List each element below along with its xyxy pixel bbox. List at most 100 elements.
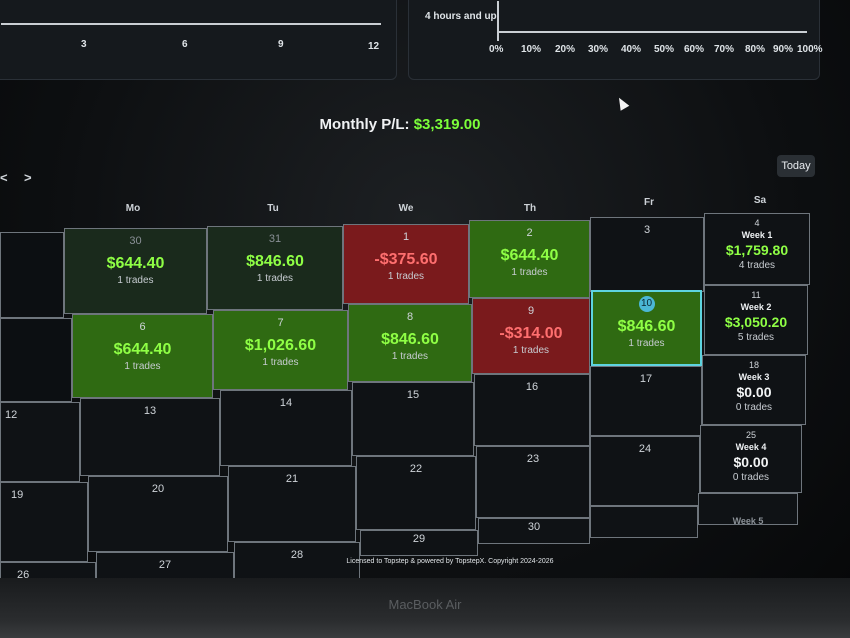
day-number: 7 [277, 317, 284, 329]
week-summary: 25 Week 4 $0.00 0 trades [700, 425, 802, 493]
day-pnl: $1,026.60 [244, 337, 317, 354]
calendar-day[interactable]: 19 [0, 482, 88, 562]
day-number: 25 [745, 430, 756, 440]
day-number: 17 [639, 373, 653, 385]
calendar-day-today[interactable]: 10 $846.60 1 trades [591, 290, 702, 366]
next-month-icon[interactable]: > [24, 170, 32, 185]
x-tick-label: 100% [797, 44, 823, 55]
row-label: 4 hours and up [425, 11, 497, 22]
dow-th: Th [523, 203, 537, 214]
calendar-day[interactable]: 3 [590, 217, 704, 292]
day-number: 14 [279, 397, 293, 409]
x-tick-label: 12 [368, 41, 380, 52]
x-tick-label: 90% [773, 44, 794, 55]
day-number: 1 [402, 231, 410, 243]
day-number: 27 [158, 559, 172, 571]
x-tick-label: 6 [182, 39, 188, 50]
duration-chart-panel: 4 hours and up 0% 10% 20% 30% 40% 50% 60… [408, 0, 823, 80]
week-summary: Week 5 [698, 493, 798, 526]
calendar-day[interactable]: 24 [590, 436, 700, 506]
calendar-day[interactable] [590, 506, 698, 538]
week-pnl: $0.00 [736, 384, 772, 400]
chart-axis-line [1, 23, 381, 25]
day-number: 2 [526, 227, 533, 239]
calendar-day[interactable]: 28 [234, 542, 360, 582]
calendar-day[interactable]: 9 -$314.00 1 trades [472, 298, 590, 374]
calendar-day[interactable]: 1 -$375.60 1 trades [343, 224, 469, 304]
today-button[interactable]: Today [777, 155, 815, 177]
calendar-day[interactable]: 14 [220, 390, 352, 466]
calendar-day[interactable]: 8 $846.60 1 trades [348, 304, 472, 382]
monthly-pl-label: Monthly P/L: [319, 116, 410, 133]
calendar-day[interactable]: 31 $846.60 1 trades [207, 226, 343, 310]
day-number: 15 [406, 389, 420, 401]
week-summary: 4 Week 1 $1,759.80 4 trades [704, 213, 810, 285]
day-number: 8 [406, 311, 414, 323]
chart-x-axis [497, 31, 807, 33]
calendar-day[interactable]: 17 [590, 366, 702, 436]
day-number: 3 [643, 224, 651, 236]
day-pnl: $644.40 [106, 255, 165, 272]
license-footer: Licensed to Topstep & powered by Topstep… [346, 558, 554, 565]
day-number: 22 [409, 463, 423, 475]
x-tick-label: 10% [521, 44, 542, 55]
day-trades: 1 trades [262, 357, 299, 368]
prev-month-icon[interactable]: < [0, 170, 8, 185]
calendar-day[interactable]: 23 [476, 446, 590, 518]
day-trades: 1 trades [256, 273, 294, 284]
calendar-day[interactable] [0, 318, 72, 402]
mouse-cursor-icon [614, 95, 630, 111]
calendar-day[interactable]: 2 $644.40 1 trades [469, 220, 590, 298]
calendar-day[interactable]: 12 [0, 402, 80, 482]
x-tick-label: 70% [714, 44, 735, 55]
calendar-day[interactable]: 20 [88, 476, 228, 552]
week-summary: 18 Week 3 $0.00 0 trades [702, 355, 806, 425]
week-trades: 0 trades [735, 402, 773, 413]
calendar-day[interactable]: 30 $644.40 1 trades [64, 228, 207, 314]
day-pnl: $846.60 [617, 318, 676, 335]
day-number: 23 [526, 453, 540, 465]
day-number: 16 [525, 381, 539, 393]
x-tick-label: 40% [621, 44, 642, 55]
day-number: 13 [143, 405, 157, 417]
week-trades: 0 trades [732, 472, 770, 483]
day-number: 11 [751, 290, 761, 300]
x-tick-label: 9 [278, 39, 284, 50]
day-trades: 1 trades [391, 351, 429, 362]
day-number: 29 [412, 533, 426, 545]
day-pnl: $846.60 [381, 331, 439, 348]
week-summary: 11 Week 2 $3,050.20 5 trades [704, 285, 808, 355]
calendar-day[interactable]: 22 [356, 456, 476, 530]
day-pnl: -$314.00 [499, 325, 563, 342]
day-trades: 1 trades [124, 361, 161, 372]
device-label: MacBook Air [388, 597, 462, 612]
calendar-day[interactable]: 21 [228, 466, 356, 542]
calendar-day[interactable]: 30 [478, 518, 590, 544]
week-pnl: $1,759.80 [725, 242, 789, 258]
calendar-day[interactable]: 6 $644.40 1 trades [72, 314, 213, 398]
week-label: Week 2 [740, 302, 772, 312]
week-trades: 4 trades [738, 260, 776, 271]
day-trades: 1 trades [117, 275, 154, 286]
calendar-day[interactable]: 29 [360, 530, 478, 556]
x-tick-label: 50% [654, 44, 675, 55]
laptop-bezel [0, 578, 850, 638]
calendar-day[interactable]: 15 [352, 382, 474, 456]
calendar-day[interactable]: 13 [80, 398, 220, 476]
day-number: 6 [139, 321, 146, 333]
day-number: 12 [5, 409, 18, 421]
dow-mo: Mo [125, 203, 141, 214]
day-trades: 1 trades [511, 267, 548, 278]
calendar-day[interactable] [0, 232, 64, 318]
x-tick-label: 20% [555, 44, 576, 55]
dow-sa: Sa [753, 195, 767, 206]
day-number: 4 [754, 218, 760, 228]
week-label: Week 5 [732, 516, 764, 526]
calendar-day[interactable]: 7 $1,026.60 1 trades [213, 310, 348, 390]
x-tick-label: 60% [684, 44, 705, 55]
dow-we: We [398, 203, 414, 214]
day-pnl: $644.40 [113, 341, 172, 358]
day-number: 24 [638, 443, 652, 455]
dow-fr: Fr [644, 197, 654, 208]
calendar-day[interactable]: 16 [474, 374, 590, 446]
